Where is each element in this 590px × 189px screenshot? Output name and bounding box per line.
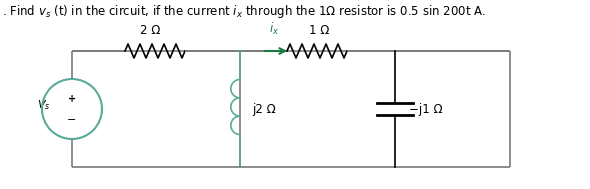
Text: . Find $v_s$ (t) in the circuit, if the current $i_x$ through the 1$\Omega$ resi: . Find $v_s$ (t) in the circuit, if the … xyxy=(2,3,486,20)
Text: j2 Ω: j2 Ω xyxy=(252,102,276,115)
Text: −j1 Ω: −j1 Ω xyxy=(409,102,442,115)
Text: 1 Ω: 1 Ω xyxy=(309,24,329,37)
Text: $i_x$: $i_x$ xyxy=(269,21,279,37)
Text: $V_s$: $V_s$ xyxy=(37,98,50,112)
Text: +: + xyxy=(68,94,76,104)
Text: 2 Ω: 2 Ω xyxy=(140,24,160,37)
Text: −: − xyxy=(67,115,77,125)
